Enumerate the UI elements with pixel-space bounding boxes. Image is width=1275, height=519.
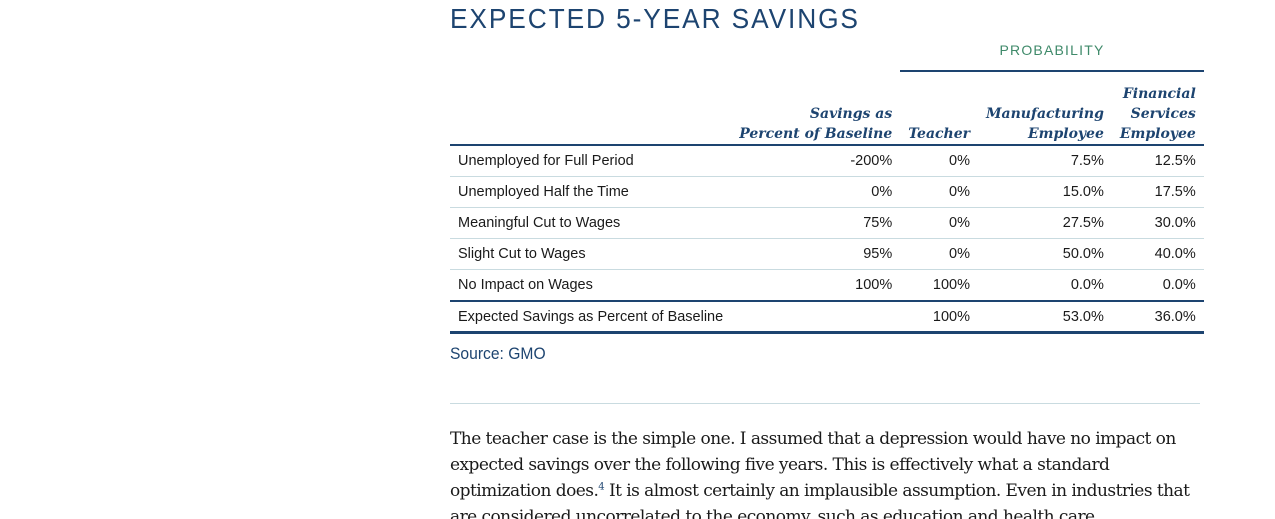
- header-manufacturing-employee: Manufacturing Employee: [978, 71, 1112, 146]
- row-label: Meaningful Cut to Wages: [450, 207, 732, 239]
- savings-cell: 100%: [731, 269, 901, 302]
- group-header-row: PROBABILITY: [450, 38, 1204, 72]
- section-divider: [450, 403, 1200, 404]
- manufacturing-cell: 7.5%: [978, 145, 1112, 177]
- teacher-cell: 0%: [900, 207, 979, 239]
- header-savings-percent: Savings as Percent of Baseline: [731, 71, 901, 146]
- table-row: Slight Cut to Wages 95% 0% 50.0% 40.0%: [450, 238, 1204, 270]
- savings-cell: 95%: [731, 238, 901, 270]
- row-label: Unemployed for Full Period: [450, 145, 732, 177]
- teacher-cell: 0%: [900, 176, 979, 208]
- row-label: Unemployed Half the Time: [450, 176, 732, 208]
- manufacturing-cell: 15.0%: [978, 176, 1112, 208]
- expected-savings-table: PROBABILITY Savings as Percent of Baseli…: [450, 38, 1204, 334]
- total-savings-cell: [731, 301, 901, 334]
- body-paragraph: The teacher case is the simple one. I as…: [450, 426, 1202, 519]
- total-label: Expected Savings as Percent of Baseline: [450, 301, 732, 334]
- financial-cell: 0.0%: [1111, 269, 1204, 302]
- savings-cell: 75%: [731, 207, 901, 239]
- manufacturing-cell: 0.0%: [978, 269, 1112, 302]
- savings-cell: 0%: [731, 176, 901, 208]
- table-row: Unemployed for Full Period -200% 0% 7.5%…: [450, 145, 1204, 177]
- header-teacher: Teacher: [900, 71, 979, 146]
- footnote-link[interactable]: 4: [598, 481, 605, 493]
- teacher-cell: 100%: [900, 269, 979, 302]
- table-row: Meaningful Cut to Wages 75% 0% 27.5% 30.…: [450, 207, 1204, 239]
- table-row: Unemployed Half the Time 0% 0% 15.0% 17.…: [450, 176, 1204, 208]
- manufacturing-cell: 27.5%: [978, 207, 1112, 239]
- probability-group-header: PROBABILITY: [900, 38, 1204, 72]
- body-text-part2: It is almost certainly an implausible as…: [450, 481, 1190, 519]
- total-manufacturing-cell: 53.0%: [978, 301, 1112, 334]
- header-label-column: [450, 71, 732, 146]
- body-text-part1: The teacher case is the simple one. I as…: [450, 429, 1176, 501]
- row-label: No Impact on Wages: [450, 269, 732, 302]
- teacher-cell: 0%: [900, 145, 979, 177]
- financial-cell: 17.5%: [1111, 176, 1204, 208]
- total-row: Expected Savings as Percent of Baseline …: [450, 301, 1204, 334]
- total-financial-cell: 36.0%: [1111, 301, 1204, 334]
- header-financial-services-employee: Financial Services Employee: [1111, 71, 1204, 146]
- financial-cell: 40.0%: [1111, 238, 1204, 270]
- total-teacher-cell: 100%: [900, 301, 979, 334]
- financial-cell: 30.0%: [1111, 207, 1204, 239]
- manufacturing-cell: 50.0%: [978, 238, 1112, 270]
- table-row: No Impact on Wages 100% 100% 0.0% 0.0%: [450, 269, 1204, 302]
- row-label: Slight Cut to Wages: [450, 238, 732, 270]
- financial-cell: 12.5%: [1111, 145, 1204, 177]
- table-title: EXPECTED 5-YEAR SAVINGS: [450, 3, 860, 34]
- source-note: Source: GMO: [450, 344, 546, 363]
- column-header-row: Savings as Percent of Baseline Teacher M…: [450, 71, 1204, 146]
- teacher-cell: 0%: [900, 238, 979, 270]
- savings-cell: -200%: [731, 145, 901, 177]
